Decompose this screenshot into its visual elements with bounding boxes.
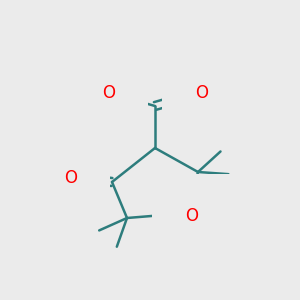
Text: O: O (195, 84, 208, 102)
Text: O: O (185, 207, 199, 225)
Text: O: O (102, 84, 115, 102)
Text: O: O (64, 169, 77, 187)
